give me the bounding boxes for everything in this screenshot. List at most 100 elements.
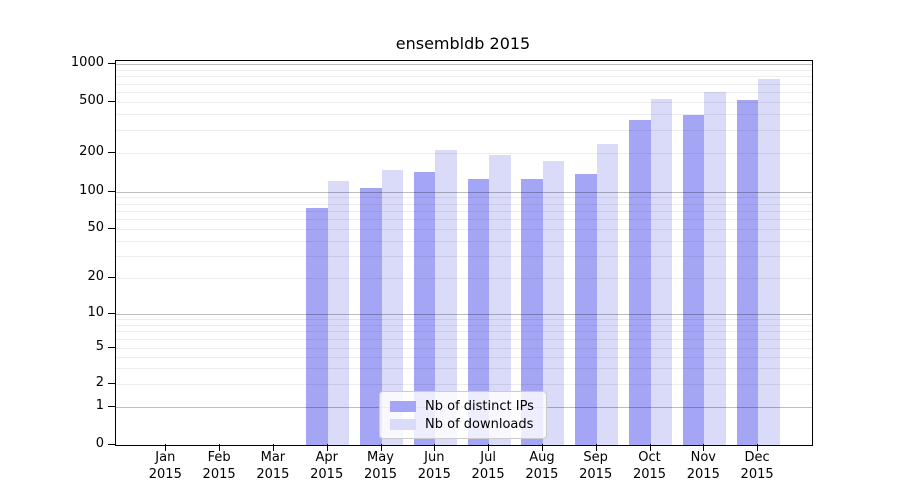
gridline-y-200 xyxy=(116,152,812,154)
bar-distinct-ips-may xyxy=(360,188,382,445)
x-tick-label-aug: Aug 2015 xyxy=(525,450,559,482)
x-tick-dec xyxy=(757,444,759,451)
y-tick-label-500: 500 xyxy=(79,93,104,108)
bar-downloads-jun xyxy=(435,150,457,445)
x-tick-label-may: May 2015 xyxy=(363,450,398,482)
gridline-y-2 xyxy=(116,384,812,386)
bar-downloads-sep xyxy=(596,144,619,445)
y-tick-10 xyxy=(108,312,115,314)
legend-swatch-distinct-ips xyxy=(390,400,416,412)
x-tick-label-dec: Dec 2015 xyxy=(740,450,774,482)
x-tick-feb xyxy=(219,444,221,451)
gridline-y-900 xyxy=(116,70,812,71)
gridline-y-70 xyxy=(116,210,812,212)
chart-title: ensembldb 2015 xyxy=(395,34,531,53)
y-tick-1 xyxy=(108,406,115,407)
bar-downloads-aug xyxy=(542,160,565,445)
y-tick-100 xyxy=(108,190,115,192)
legend-item-distinct-ips: Nb of distinct IPs xyxy=(390,397,540,415)
x-tick-label-sep: Sep 2015 xyxy=(579,450,613,482)
bar-distinct-ips-sep xyxy=(575,174,597,445)
gridline-y-30 xyxy=(116,256,812,258)
gridline-y-8 xyxy=(116,324,812,326)
y-tick-label-50: 50 xyxy=(87,219,104,235)
bar-distinct-ips-jul xyxy=(467,178,490,445)
x-tick-label-oct: Oct 2015 xyxy=(632,450,667,482)
bar-distinct-ips-dec xyxy=(736,100,759,445)
gridline-y-300 xyxy=(116,130,812,132)
bar-distinct-ips-aug xyxy=(521,178,543,445)
gridline-y-90 xyxy=(116,197,812,199)
gridline-y-40 xyxy=(116,240,812,242)
x-tick-label-feb: Feb 2015 xyxy=(202,450,236,482)
legend: Nb of distinct IPs Nb of downloads xyxy=(379,391,547,439)
gridline-y-9 xyxy=(116,318,812,320)
bar-downloads-dec xyxy=(758,78,780,445)
legend-label-downloads: Nb of downloads xyxy=(425,416,534,432)
x-tick-label-jun: Jun 2015 xyxy=(417,450,451,482)
x-tick-label-apr: Apr 2015 xyxy=(310,450,344,482)
legend-label-distinct-ips: Nb of distinct IPs xyxy=(425,398,534,414)
x-tick-label-jan: Jan 2015 xyxy=(148,450,182,482)
y-tick-5 xyxy=(108,346,115,348)
gridline-y-100 xyxy=(116,191,812,193)
y-tick-label-5: 5 xyxy=(95,338,104,354)
gridline-y-400 xyxy=(116,114,812,116)
bar-downloads-jul xyxy=(489,154,511,445)
bar-distinct-ips-jun xyxy=(413,171,436,445)
y-tick-50 xyxy=(108,227,115,229)
gridline-y-7 xyxy=(116,331,812,333)
gridline-y-500 xyxy=(116,102,812,103)
gridline-y-80 xyxy=(116,203,812,205)
x-tick-jun xyxy=(434,444,436,451)
gridline-y-800 xyxy=(116,76,812,78)
y-tick-0 xyxy=(108,444,115,445)
x-tick-jul xyxy=(488,444,490,451)
bar-distinct-ips-apr xyxy=(306,207,328,445)
gridline-y-1000 xyxy=(116,64,812,66)
y-tick-200 xyxy=(108,151,115,153)
bar-downloads-apr xyxy=(327,181,350,445)
y-tick-20 xyxy=(108,277,115,279)
gridline-y-4 xyxy=(116,356,812,358)
gridline-y-700 xyxy=(116,83,812,85)
x-tick-jan xyxy=(165,444,167,451)
gridline-y-5 xyxy=(116,347,812,349)
x-tick-aug xyxy=(541,444,543,451)
y-tick-label-200: 200 xyxy=(79,143,104,159)
y-tick-1000 xyxy=(108,63,115,65)
x-tick-label-jul: Jul 2015 xyxy=(471,450,505,482)
plot-area xyxy=(115,60,813,446)
legend-item-downloads: Nb of downloads xyxy=(390,415,540,433)
gridline-y-60 xyxy=(116,219,812,220)
x-tick-label-mar: Mar 2015 xyxy=(256,450,290,482)
y-tick-2 xyxy=(108,383,115,385)
y-tick-label-0: 0 xyxy=(95,436,104,451)
bar-distinct-ips-nov xyxy=(682,115,705,445)
gridline-y-3 xyxy=(116,368,812,370)
y-tick-label-1: 1 xyxy=(95,398,104,413)
gridline-y-50 xyxy=(116,228,812,230)
x-tick-mar xyxy=(272,444,274,451)
x-tick-oct xyxy=(649,444,651,451)
x-tick-label-nov: Nov 2015 xyxy=(686,450,720,482)
bar-downloads-oct xyxy=(650,98,672,445)
gridline-y-10 xyxy=(116,313,812,315)
legend-swatch-downloads xyxy=(390,418,416,430)
bar-distinct-ips-oct xyxy=(629,119,651,445)
bar-downloads-nov xyxy=(704,91,726,445)
y-tick-label-2: 2 xyxy=(95,375,104,391)
x-tick-apr xyxy=(326,444,328,451)
y-tick-label-10: 10 xyxy=(87,304,104,320)
x-tick-sep xyxy=(595,444,597,451)
x-tick-nov xyxy=(703,444,705,451)
y-tick-label-1000: 1000 xyxy=(70,55,104,71)
gridline-y-600 xyxy=(116,92,812,94)
x-tick-may xyxy=(380,444,382,451)
y-tick-500 xyxy=(108,101,115,102)
gridline-y-6 xyxy=(116,338,812,340)
gridline-y-20 xyxy=(116,278,812,280)
y-tick-label-20: 20 xyxy=(87,269,104,285)
bar-downloads-may xyxy=(381,170,403,445)
